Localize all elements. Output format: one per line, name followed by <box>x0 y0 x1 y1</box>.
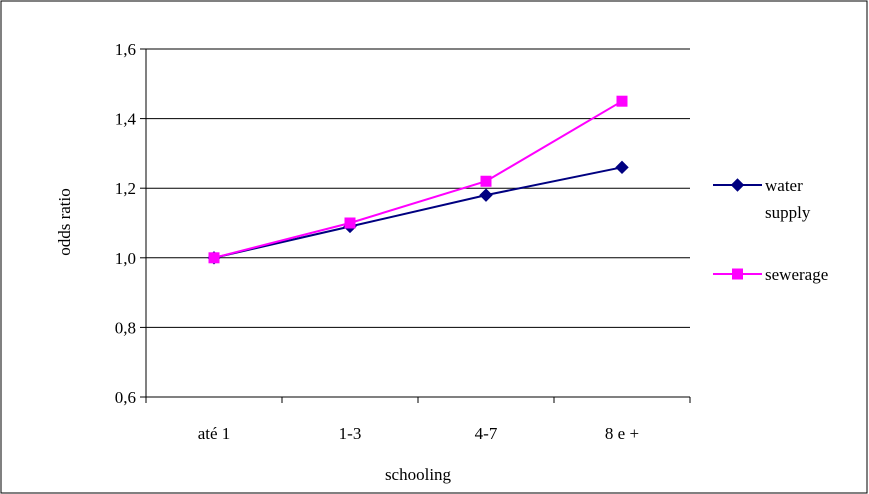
y-tick-label: 1,2 <box>115 179 136 198</box>
legend-label: water <box>765 176 803 195</box>
x-tick-label: 8 e + <box>605 424 639 443</box>
data-point <box>208 252 220 264</box>
legend-marker <box>732 268 743 280</box>
series-group <box>207 95 629 265</box>
legend: water supply sewerage <box>713 176 828 284</box>
x-axis-title: schooling <box>385 465 452 484</box>
y-tick-labels: 0,6 0,8 1,0 1,2 1,4 1,6 <box>115 40 137 407</box>
x-tick-label: até 1 <box>198 424 231 443</box>
y-tick-label: 1,6 <box>115 40 136 59</box>
legend-label: supply <box>765 203 811 222</box>
data-point <box>615 160 629 175</box>
grid-lines <box>146 48 690 328</box>
data-point <box>616 95 628 107</box>
legend-marker <box>730 178 745 192</box>
series-line <box>213 166 623 259</box>
data-point <box>344 217 356 229</box>
legend-item: water supply <box>713 176 811 222</box>
series-line <box>213 100 623 259</box>
data-point <box>480 175 492 187</box>
y-tick-label: 1,4 <box>115 110 137 129</box>
axes <box>140 48 691 403</box>
x-tick-labels: até 1 1-3 4-7 8 e + <box>198 424 639 443</box>
y-tick-label: 0,8 <box>115 318 136 337</box>
legend-label: sewerage <box>765 265 828 284</box>
series-2 <box>208 95 628 264</box>
x-tick-label: 1-3 <box>339 424 362 443</box>
data-point <box>479 188 493 202</box>
x-tick-label: 4-7 <box>475 424 498 443</box>
legend-item: sewerage <box>713 265 828 284</box>
y-tick-label: 1,0 <box>115 249 136 268</box>
y-tick-label: 0,6 <box>115 388 136 407</box>
y-axis-title: odds ratio <box>55 188 74 256</box>
